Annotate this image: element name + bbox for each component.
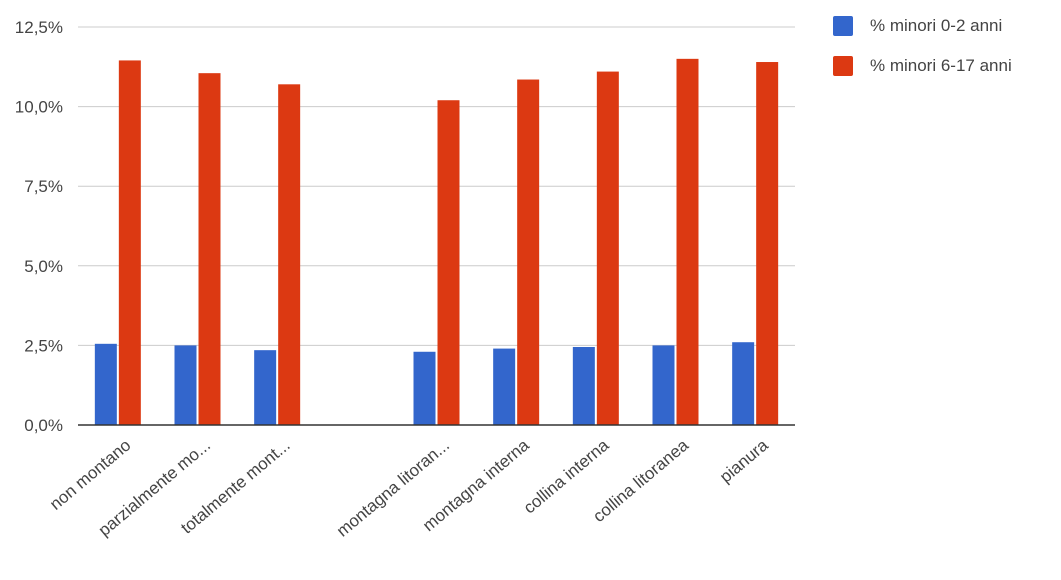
legend-label-series-0: % minori 0-2 anni [870, 16, 1003, 35]
bar-series-0[interactable] [652, 345, 675, 425]
legend-swatch-series-1 [833, 56, 853, 76]
legend-swatch-series-0 [833, 16, 853, 36]
bar-series-1[interactable] [676, 58, 699, 426]
legend-item-series-1[interactable]: % minori 6-17 anni [833, 54, 1012, 78]
bars [94, 58, 779, 426]
y-tick-label: 2,5% [24, 336, 63, 355]
bar-series-0[interactable] [493, 348, 516, 425]
legend-label-series-1: % minori 6-17 anni [870, 56, 1012, 75]
legend-item-series-0[interactable]: % minori 0-2 anni [833, 14, 1012, 38]
x-category-label: pianura [716, 435, 772, 486]
bar-series-0[interactable] [413, 351, 436, 425]
y-tick-label: 10,0% [15, 98, 63, 117]
y-tick-label: 12,5% [15, 18, 63, 37]
bar-series-1[interactable] [517, 79, 540, 425]
bar-chart: 0,0% 2,5% 5,0% 7,5% 10,0% 12,5% non montanopa… [15, 18, 795, 541]
y-axis-tick-labels: 0,0% 2,5% 5,0% 7,5% 10,0% 12,5% [15, 18, 63, 435]
bar-series-1[interactable] [118, 60, 141, 425]
bar-series-0[interactable] [254, 350, 277, 425]
y-tick-label: 5,0% [24, 257, 63, 276]
bar-series-0[interactable] [174, 345, 197, 425]
bar-series-1[interactable] [278, 84, 301, 425]
bar-series-1[interactable] [198, 73, 221, 425]
bar-series-1[interactable] [756, 62, 779, 426]
y-tick-label: 7,5% [24, 177, 63, 196]
y-tick-label: 0,0% [24, 416, 63, 435]
bar-series-0[interactable] [572, 346, 595, 425]
legend: % minori 0-2 anni % minori 6-17 anni [833, 14, 1012, 94]
gridlines [78, 26, 795, 346]
bar-series-1[interactable] [596, 71, 619, 426]
bar-series-1[interactable] [437, 100, 460, 426]
bar-series-0[interactable] [94, 343, 117, 425]
bar-series-0[interactable] [732, 342, 755, 425]
